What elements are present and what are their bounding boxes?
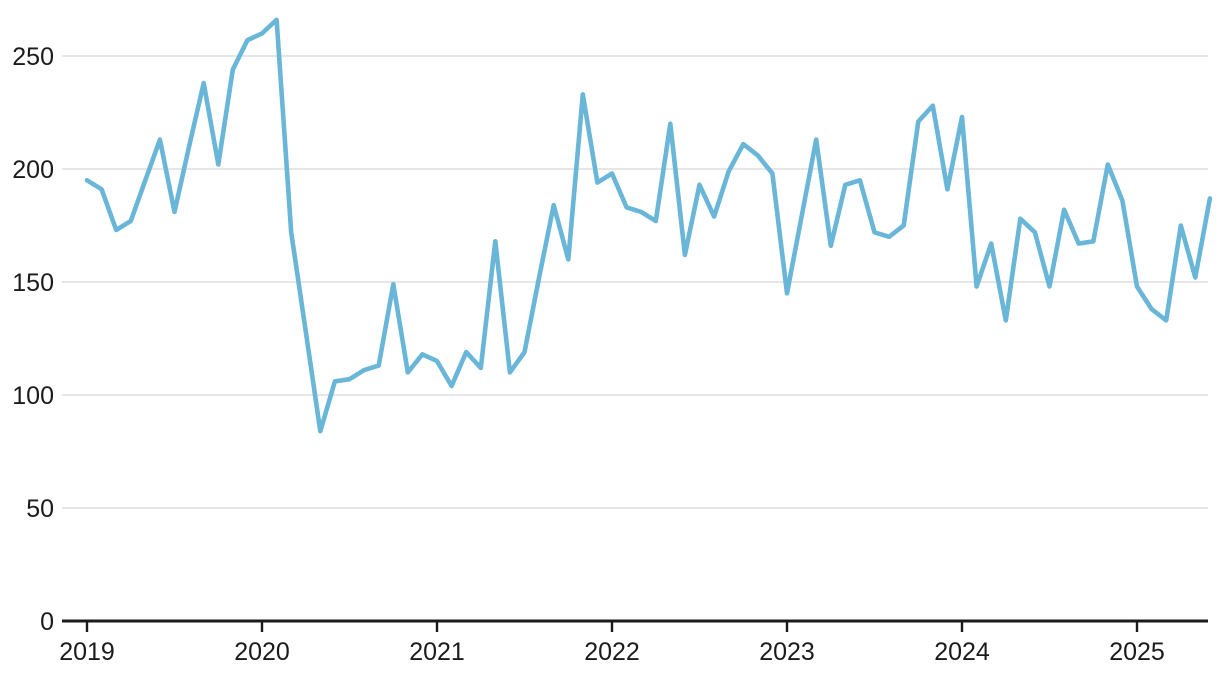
x-axis-label: 2023 bbox=[759, 638, 815, 666]
x-axis-label: 2025 bbox=[1109, 638, 1165, 666]
x-axis-label: 2024 bbox=[934, 638, 990, 666]
data-series-line bbox=[84, 17, 1213, 434]
y-axis-label: 50 bbox=[26, 495, 54, 523]
y-axis-label: 0 bbox=[40, 608, 54, 636]
x-axis-label: 2021 bbox=[409, 638, 465, 666]
y-axis-label: 100 bbox=[12, 382, 54, 410]
x-axis-label: 2022 bbox=[584, 638, 640, 666]
y-axis-label: 200 bbox=[12, 156, 54, 184]
y-axis-label: 150 bbox=[12, 269, 54, 297]
x-axis-label: 2020 bbox=[234, 638, 290, 666]
x-axis-label: 2019 bbox=[59, 638, 115, 666]
y-axis-label: 250 bbox=[12, 43, 54, 71]
